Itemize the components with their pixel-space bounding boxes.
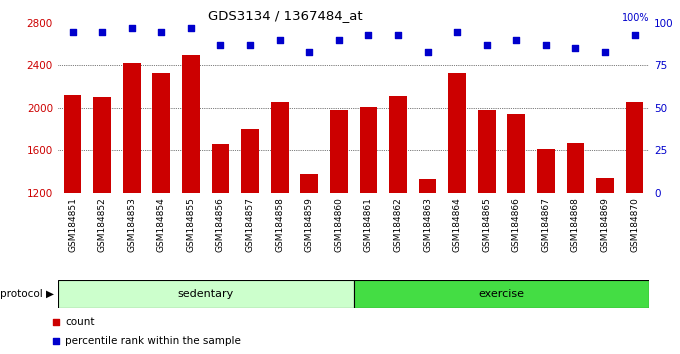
Point xyxy=(51,338,62,343)
Bar xyxy=(537,149,555,193)
Text: 100%: 100% xyxy=(622,13,649,23)
Text: GSM184863: GSM184863 xyxy=(423,197,432,252)
Point xyxy=(304,49,315,55)
Point xyxy=(245,42,256,48)
Bar xyxy=(507,114,525,193)
Point xyxy=(629,32,640,38)
Bar xyxy=(330,110,347,193)
Text: protocol ▶: protocol ▶ xyxy=(1,289,54,299)
Text: GSM184865: GSM184865 xyxy=(482,197,491,252)
Point xyxy=(541,42,551,48)
Text: GSM184867: GSM184867 xyxy=(541,197,550,252)
Bar xyxy=(354,280,649,308)
Point xyxy=(51,320,62,325)
Text: GSM184868: GSM184868 xyxy=(571,197,580,252)
Point xyxy=(452,29,462,34)
Text: GSM184864: GSM184864 xyxy=(453,197,462,252)
Point xyxy=(600,49,611,55)
Text: GSM184856: GSM184856 xyxy=(216,197,225,252)
Point xyxy=(333,37,344,43)
Point xyxy=(422,49,433,55)
Text: count: count xyxy=(65,318,95,327)
Text: GSM184852: GSM184852 xyxy=(98,197,107,252)
Point xyxy=(215,42,226,48)
Text: GSM184854: GSM184854 xyxy=(157,197,166,252)
Text: percentile rank within the sample: percentile rank within the sample xyxy=(65,336,241,346)
Text: GSM184855: GSM184855 xyxy=(186,197,195,252)
Point xyxy=(481,42,492,48)
Bar xyxy=(389,96,407,193)
Bar xyxy=(58,280,354,308)
Bar xyxy=(182,55,200,193)
Bar xyxy=(152,73,170,193)
Bar xyxy=(626,102,643,193)
Point xyxy=(511,37,522,43)
Bar xyxy=(93,97,111,193)
Point xyxy=(274,37,285,43)
Point xyxy=(67,29,78,34)
Text: GSM184860: GSM184860 xyxy=(335,197,343,252)
Bar xyxy=(478,110,496,193)
Text: GSM184870: GSM184870 xyxy=(630,197,639,252)
Bar xyxy=(596,178,614,193)
Bar xyxy=(448,73,466,193)
Bar xyxy=(566,143,584,193)
Bar xyxy=(123,63,141,193)
Point xyxy=(363,32,374,38)
Point xyxy=(126,25,137,31)
Bar xyxy=(64,95,82,193)
Text: GSM184857: GSM184857 xyxy=(245,197,254,252)
Point xyxy=(186,25,197,31)
Text: exercise: exercise xyxy=(479,289,524,299)
Bar xyxy=(360,107,377,193)
Point xyxy=(570,46,581,51)
Bar xyxy=(241,129,259,193)
Text: GSM184861: GSM184861 xyxy=(364,197,373,252)
Bar xyxy=(301,174,318,193)
Text: GSM184862: GSM184862 xyxy=(394,197,403,252)
Bar xyxy=(419,179,437,193)
Text: sedentary: sedentary xyxy=(177,289,234,299)
Text: GSM184869: GSM184869 xyxy=(600,197,609,252)
Bar xyxy=(271,102,288,193)
Point xyxy=(97,29,107,34)
Point xyxy=(392,32,403,38)
Text: GSM184853: GSM184853 xyxy=(127,197,136,252)
Text: GSM184866: GSM184866 xyxy=(512,197,521,252)
Text: GDS3134 / 1367484_at: GDS3134 / 1367484_at xyxy=(208,9,363,22)
Point xyxy=(156,29,167,34)
Text: GSM184859: GSM184859 xyxy=(305,197,313,252)
Text: GSM184851: GSM184851 xyxy=(68,197,77,252)
Text: GSM184858: GSM184858 xyxy=(275,197,284,252)
Bar xyxy=(211,144,229,193)
